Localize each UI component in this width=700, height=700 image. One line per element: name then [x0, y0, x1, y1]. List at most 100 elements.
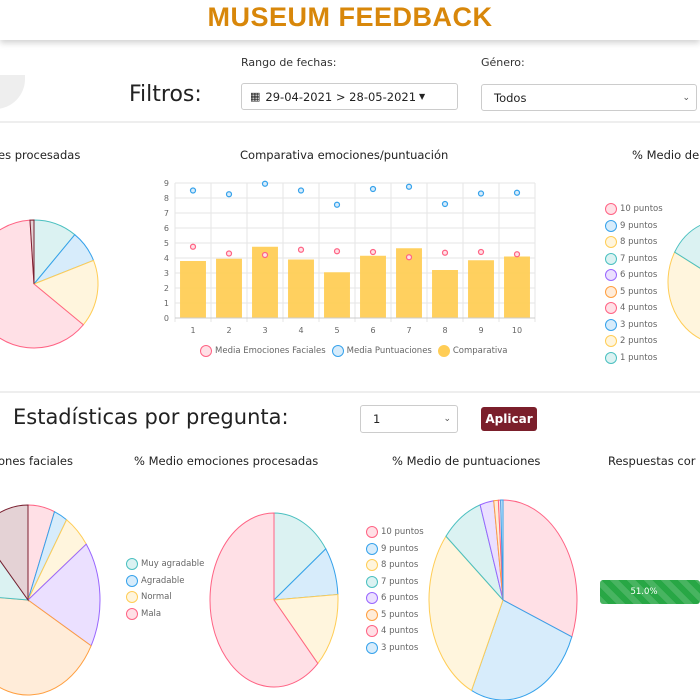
- legend-item[interactable]: 9 puntos: [605, 218, 663, 235]
- legend-item[interactable]: 4 puntos: [605, 300, 663, 317]
- pie-slice[interactable]: [273, 593, 339, 665]
- point-emociones[interactable]: [189, 243, 197, 250]
- legend-item[interactable]: 6 puntos: [605, 267, 663, 284]
- pie-slice[interactable]: [502, 499, 578, 638]
- point-puntuaciones[interactable]: [369, 185, 377, 193]
- point-puntuaciones[interactable]: [405, 183, 413, 190]
- legend-item[interactable]: 3 puntos: [605, 317, 663, 334]
- legend-item[interactable]: 10 puntos: [366, 524, 424, 541]
- pie-slice[interactable]: [27, 543, 101, 647]
- legend-item[interactable]: Comparativa: [437, 343, 508, 360]
- pie-slice[interactable]: [33, 259, 99, 326]
- legend-item[interactable]: Muy agradable: [126, 556, 204, 573]
- question-select[interactable]: 1 ⌄: [360, 405, 458, 433]
- legend-swatch: [605, 335, 617, 348]
- legend-label: 8 puntos: [381, 560, 419, 571]
- point-emociones[interactable]: [369, 248, 377, 256]
- legend-item[interactable]: Media Emociones Faciales: [200, 343, 326, 360]
- bar[interactable]: [180, 261, 206, 318]
- y-tick-label: 2: [164, 284, 169, 293]
- date-range-picker[interactable]: ▦ 29-04-2021 > 28-05-2021 ▼: [241, 83, 458, 110]
- legend-item[interactable]: 5 puntos: [366, 607, 424, 624]
- calendar-icon: ▦: [250, 90, 261, 103]
- pie-slice[interactable]: [0, 594, 92, 696]
- point-puntuaciones[interactable]: [333, 201, 341, 208]
- point-emociones[interactable]: [261, 251, 269, 259]
- y-tick-label: 3: [164, 269, 169, 278]
- bar[interactable]: [504, 256, 530, 319]
- legend-swatch: [366, 592, 378, 605]
- legend-item[interactable]: 9 puntos: [366, 541, 424, 558]
- legend-label: 9 puntos: [620, 220, 658, 231]
- legend-item[interactable]: 6 puntos: [366, 590, 424, 607]
- pie-slice[interactable]: [0, 504, 29, 602]
- pie-slice[interactable]: [29, 219, 35, 285]
- point-puntuaciones[interactable]: [297, 187, 305, 194]
- bar[interactable]: [432, 270, 458, 318]
- legend-item[interactable]: 4 puntos: [366, 623, 424, 640]
- point-puntuaciones[interactable]: [189, 187, 197, 194]
- legend-item[interactable]: 3 puntos: [366, 640, 424, 657]
- apply-button[interactable]: Aplicar: [481, 407, 537, 431]
- legend-item[interactable]: Normal: [126, 589, 204, 606]
- legend-swatch: [605, 269, 617, 282]
- pie-slice[interactable]: [273, 512, 327, 602]
- legend-label: 3 puntos: [620, 319, 658, 330]
- y-tick-label: 5: [164, 239, 169, 248]
- pie-slice[interactable]: [674, 224, 700, 282]
- point-puntuaciones[interactable]: [261, 180, 269, 187]
- bar[interactable]: [252, 246, 278, 318]
- legend-label: 6 puntos: [381, 593, 419, 604]
- bar[interactable]: [324, 272, 350, 318]
- pie-slice[interactable]: [209, 512, 319, 688]
- legend-swatch: [605, 252, 617, 265]
- point-puntuaciones[interactable]: [225, 191, 233, 198]
- point-puntuaciones[interactable]: [441, 200, 449, 208]
- chevron-down-icon: ⌄: [443, 414, 451, 424]
- point-emociones[interactable]: [297, 246, 305, 253]
- point-emociones[interactable]: [441, 249, 449, 256]
- legend-item[interactable]: Mala: [126, 606, 204, 623]
- chart-title: % Medio de puntuaciones: [392, 454, 541, 468]
- legend-item[interactable]: 2 puntos: [605, 333, 663, 350]
- y-tick-label: 7: [164, 209, 169, 218]
- legend-item[interactable]: Agradable: [126, 573, 204, 590]
- pie-slice[interactable]: [500, 499, 504, 601]
- legend-item[interactable]: 8 puntos: [605, 234, 663, 251]
- legend-item[interactable]: 1 puntos: [605, 350, 663, 367]
- pie-slice[interactable]: [667, 251, 700, 341]
- bar[interactable]: [360, 255, 386, 318]
- date-range-value: 29-04-2021 > 28-05-2021: [265, 89, 417, 104]
- legend-item[interactable]: 10 puntos: [605, 201, 663, 218]
- pie-slice[interactable]: [470, 599, 573, 700]
- x-tick-label: 5: [334, 326, 339, 335]
- point-emociones[interactable]: [477, 248, 485, 256]
- bar[interactable]: [216, 258, 242, 318]
- legend-swatch: [366, 526, 378, 539]
- point-emociones[interactable]: [405, 254, 413, 261]
- gender-label: Género:: [481, 56, 525, 69]
- point-puntuaciones[interactable]: [513, 189, 521, 196]
- legend-item[interactable]: 8 puntos: [366, 557, 424, 574]
- pie-slice[interactable]: [428, 535, 504, 692]
- legend-item[interactable]: Media Puntuaciones: [331, 343, 432, 360]
- bar[interactable]: [288, 259, 314, 319]
- pie-slice[interactable]: [0, 219, 85, 349]
- divider: [0, 391, 700, 393]
- filters-label: Filtros:: [129, 82, 202, 107]
- point-puntuaciones[interactable]: [477, 190, 485, 197]
- point-emociones[interactable]: [333, 248, 341, 255]
- legend-label: 6 puntos: [620, 270, 658, 281]
- y-tick-label: 4: [164, 254, 169, 263]
- bar[interactable]: [468, 260, 494, 318]
- divider: [0, 121, 700, 123]
- point-emociones[interactable]: [225, 250, 233, 257]
- legend-item[interactable]: 7 puntos: [605, 251, 663, 268]
- stats-label: Estadísticas por pregunta:: [13, 405, 289, 429]
- gender-select[interactable]: Todos ⌄: [481, 84, 697, 111]
- legend-label: 2 puntos: [620, 336, 658, 347]
- legend-item[interactable]: 7 puntos: [366, 574, 424, 591]
- legend-item[interactable]: 5 puntos: [605, 284, 663, 301]
- y-tick-label: 6: [164, 224, 169, 233]
- point-emociones[interactable]: [513, 251, 521, 258]
